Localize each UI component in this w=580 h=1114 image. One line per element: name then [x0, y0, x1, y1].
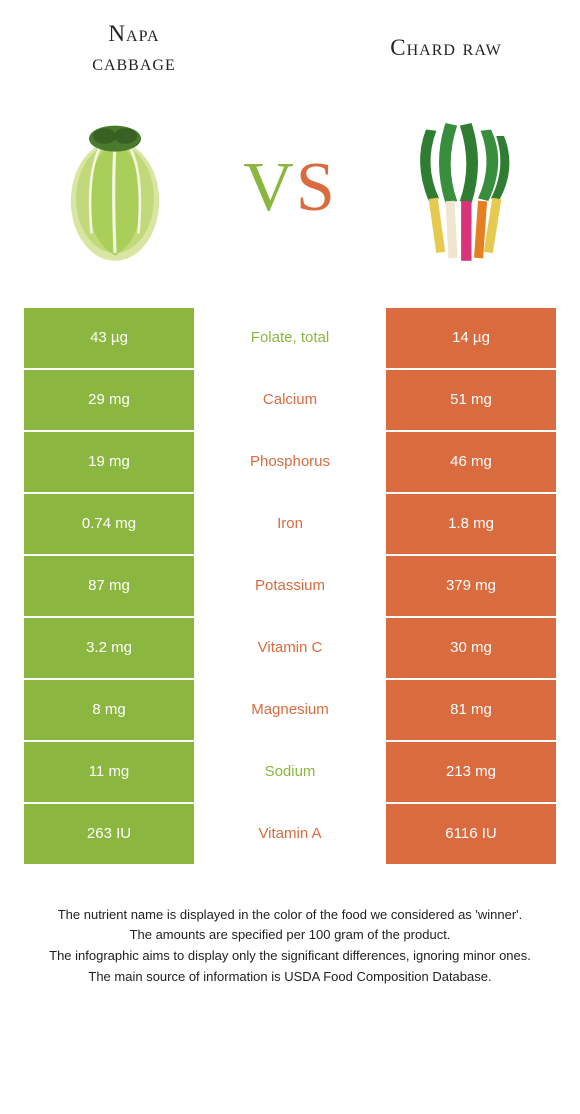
left-food-image: [40, 103, 190, 273]
left-food-title: Napa cabbage: [30, 20, 238, 78]
nutrient-table: 43 µgFolate, total14 µg29 mgCalcium51 mg…: [0, 308, 580, 864]
table-row: 11 mgSodium213 mg: [24, 742, 556, 802]
left-value-cell: 3.2 mg: [24, 618, 194, 678]
left-value-cell: 8 mg: [24, 680, 194, 740]
table-row: 3.2 mgVitamin C30 mg: [24, 618, 556, 678]
right-value-cell: 30 mg: [386, 618, 556, 678]
nutrient-label-cell: Magnesium: [194, 680, 386, 740]
left-value-cell: 87 mg: [24, 556, 194, 616]
nutrient-label-cell: Potassium: [194, 556, 386, 616]
footnote-4: The main source of information is USDA F…: [24, 968, 556, 987]
right-food-name-1: Chard raw: [390, 35, 501, 60]
right-value-cell: 6116 IU: [386, 804, 556, 864]
right-food-title: Chard raw: [342, 34, 550, 63]
left-value-cell: 263 IU: [24, 804, 194, 864]
vs-label: VS: [243, 148, 337, 228]
left-value-cell: 19 mg: [24, 432, 194, 492]
nutrient-label-cell: Vitamin A: [194, 804, 386, 864]
table-row: 263 IUVitamin A6116 IU: [24, 804, 556, 864]
right-value-cell: 51 mg: [386, 370, 556, 430]
left-value-cell: 0.74 mg: [24, 494, 194, 554]
right-value-cell: 379 mg: [386, 556, 556, 616]
nutrient-label-cell: Iron: [194, 494, 386, 554]
images-row: VS: [0, 88, 580, 308]
table-row: 19 mgPhosphorus46 mg: [24, 432, 556, 492]
nutrient-label-cell: Vitamin C: [194, 618, 386, 678]
vs-v: V: [243, 149, 296, 226]
right-value-cell: 213 mg: [386, 742, 556, 802]
table-row: 0.74 mgIron1.8 mg: [24, 494, 556, 554]
nutrient-label-cell: Folate, total: [194, 308, 386, 368]
right-value-cell: 46 mg: [386, 432, 556, 492]
table-row: 43 µgFolate, total14 µg: [24, 308, 556, 368]
right-value-cell: 81 mg: [386, 680, 556, 740]
left-food-name-2: cabbage: [92, 50, 175, 75]
nutrient-label-cell: Phosphorus: [194, 432, 386, 492]
left-value-cell: 29 mg: [24, 370, 194, 430]
table-row: 29 mgCalcium51 mg: [24, 370, 556, 430]
footnotes: The nutrient name is displayed in the co…: [0, 866, 580, 987]
right-food-image: [390, 103, 540, 273]
footnote-3: The infographic aims to display only the…: [24, 947, 556, 966]
footnote-2: The amounts are specified per 100 gram o…: [24, 926, 556, 945]
footnote-1: The nutrient name is displayed in the co…: [24, 906, 556, 925]
nutrient-label-cell: Calcium: [194, 370, 386, 430]
left-value-cell: 11 mg: [24, 742, 194, 802]
left-value-cell: 43 µg: [24, 308, 194, 368]
nutrient-label-cell: Sodium: [194, 742, 386, 802]
table-row: 8 mgMagnesium81 mg: [24, 680, 556, 740]
left-food-name-1: Napa: [108, 21, 159, 46]
right-value-cell: 1.8 mg: [386, 494, 556, 554]
header-row: Napa cabbage Chard raw: [0, 0, 580, 88]
table-row: 87 mgPotassium379 mg: [24, 556, 556, 616]
right-value-cell: 14 µg: [386, 308, 556, 368]
vs-s: S: [296, 149, 337, 226]
